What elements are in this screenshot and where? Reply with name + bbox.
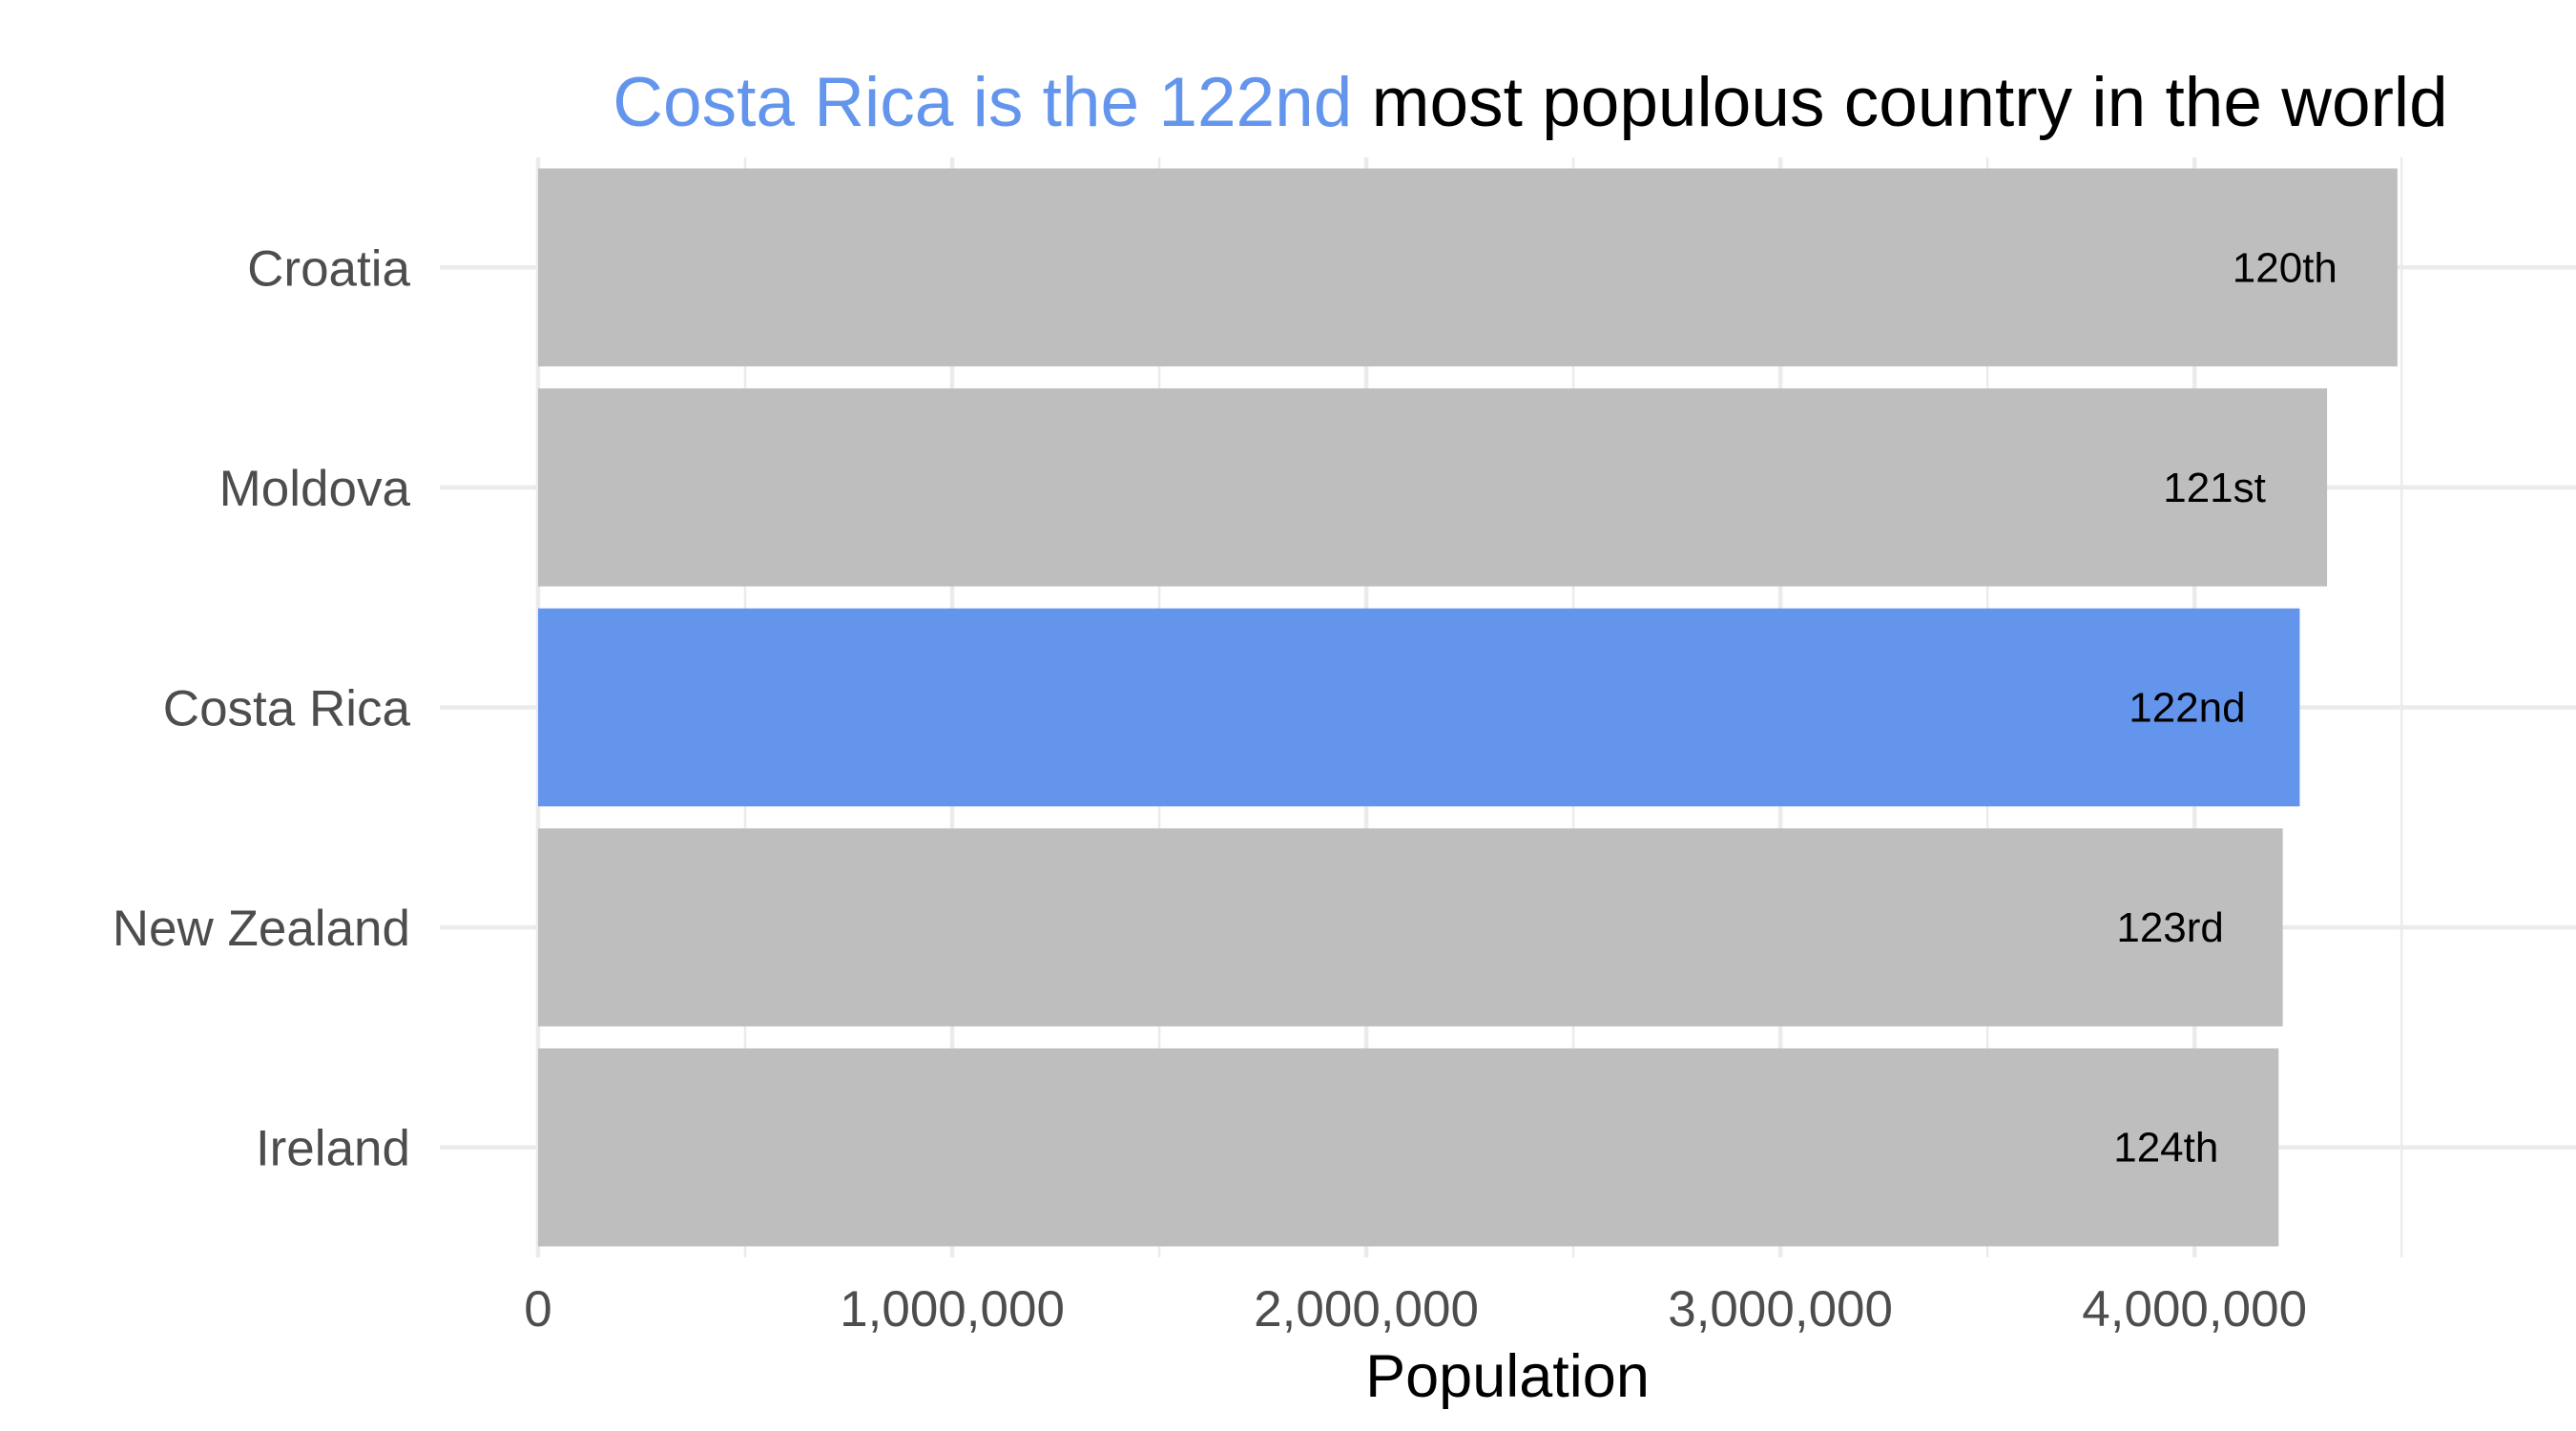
bar-croatia: [538, 168, 2398, 367]
bar-moldova: [538, 388, 2328, 587]
data-label: 122nd: [2129, 685, 2245, 732]
x-tick-label: 3,000,000: [1668, 1281, 1893, 1338]
y-tick-label: New Zealand: [113, 901, 410, 957]
y-tick-label: Moldova: [219, 461, 411, 517]
y-axis: Croatia Moldova Costa Rica New Zealand Irela…: [113, 240, 411, 1176]
x-tick-label: 4,000,000: [2082, 1281, 2307, 1338]
data-label: 120th: [2233, 244, 2337, 291]
chart-title: Costa Rica is the 122nd most populous co…: [613, 64, 2447, 141]
x-tick-label: 0: [524, 1281, 551, 1338]
chart-title-rest: most populous country in the world: [1372, 64, 2448, 141]
y-tick-label: Costa Rica: [163, 681, 411, 737]
bars: 120th 121st 122nd 123rd 124th: [538, 168, 2398, 1247]
bar-costa-rica: [538, 608, 2300, 807]
chart-title-highlight: Costa Rica is the 122nd: [613, 64, 1352, 141]
x-tick-label: 1,000,000: [840, 1281, 1065, 1338]
x-axis: 0 1,000,000 2,000,000 3,000,000 4,000,000: [524, 1281, 2307, 1338]
y-tick-label: Ireland: [256, 1121, 410, 1177]
data-label: 123rd: [2116, 904, 2224, 951]
y-tick-label: Croatia: [247, 240, 410, 297]
data-label: 124th: [2113, 1125, 2218, 1172]
x-tick-label: 2,000,000: [1254, 1281, 1479, 1338]
data-label: 121st: [2163, 465, 2266, 511]
bar-ireland: [538, 1047, 2279, 1247]
x-axis-title: Population: [1365, 1343, 1650, 1410]
bar-new-zealand: [538, 828, 2283, 1027]
